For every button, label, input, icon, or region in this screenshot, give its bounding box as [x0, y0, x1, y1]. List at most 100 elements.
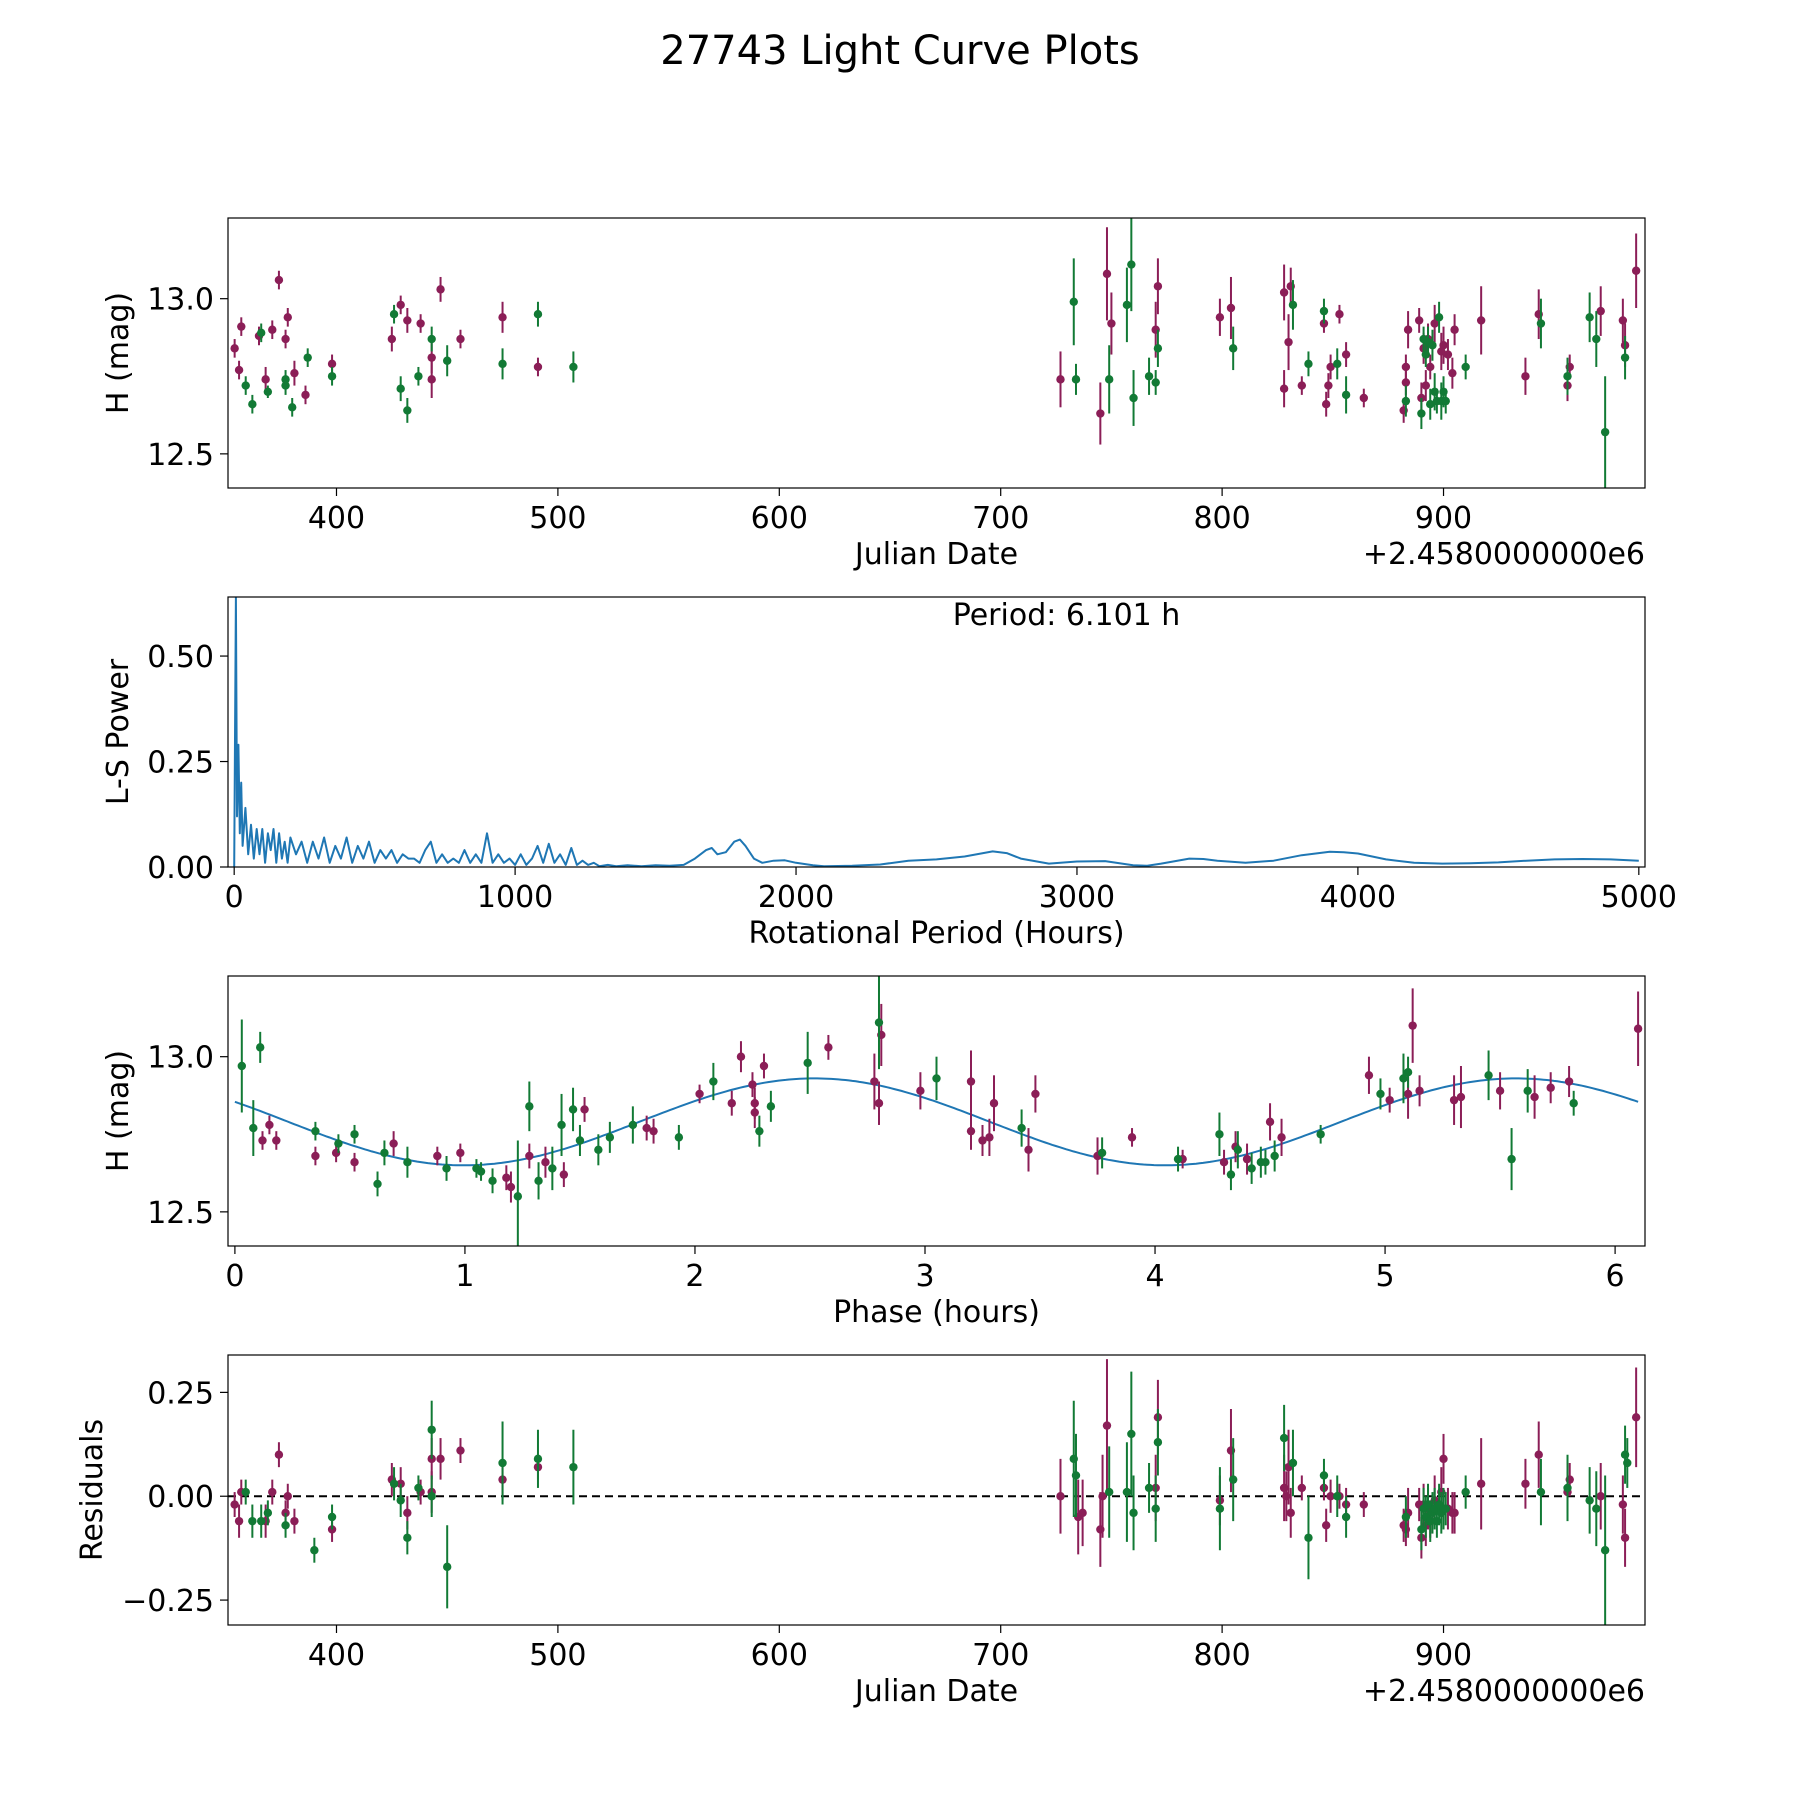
data-point-magenta	[1321, 400, 1331, 409]
data-point-green	[373, 1179, 382, 1189]
data-point-green	[533, 310, 543, 319]
x-tick-label: 600	[751, 501, 808, 536]
data-point-green	[414, 1483, 423, 1493]
data-point-magenta	[1456, 1092, 1466, 1102]
data-point-magenta	[1546, 1083, 1555, 1092]
data-point-magenta	[1476, 1479, 1486, 1488]
data-point-green	[1592, 1504, 1601, 1513]
data-point-green	[1129, 1508, 1138, 1518]
chart-panel-4: 400 500 600 700 800 900 −0.25 0.00 0.25 Julian Da…	[75, 1354, 1646, 1709]
data-point-magenta	[268, 1487, 277, 1497]
x-tick-label: 400	[308, 501, 365, 536]
chart-panel-3: 0 1 2 3 4 5 6 12.5 13.0 Phase (hours) H (mag)	[101, 975, 1646, 1330]
data-point-green	[310, 1546, 319, 1555]
data-point-magenta	[750, 1099, 759, 1108]
x-tick-label: 800	[1193, 501, 1250, 536]
data-point-green	[1153, 344, 1163, 353]
data-point-green	[1288, 1458, 1298, 1468]
power-line	[233, 597, 1639, 867]
data-point-magenta	[1439, 1454, 1448, 1464]
data-point-magenta	[1279, 384, 1289, 393]
data-point-magenta	[396, 300, 405, 310]
data-point-green	[334, 1139, 343, 1148]
data-point-green	[1600, 427, 1610, 437]
data-point-magenta	[456, 1148, 465, 1158]
data-point-green	[288, 403, 297, 412]
data-point-green	[1279, 1433, 1289, 1443]
data-point-green	[1069, 297, 1078, 306]
data-point-magenta	[498, 313, 507, 322]
data-point-magenta	[327, 1525, 337, 1534]
data-point-green	[1341, 1512, 1351, 1522]
x-tick-label: 900	[1415, 1638, 1472, 1673]
data-point-green	[1129, 393, 1138, 403]
data-point-green	[1461, 362, 1470, 372]
data-point-green	[674, 1133, 684, 1142]
data-point-green	[257, 328, 266, 338]
data-point-green	[403, 406, 412, 415]
data-point-green	[263, 387, 273, 396]
data-point-magenta	[1107, 319, 1116, 328]
data-point-green	[1151, 378, 1160, 387]
data-point-magenta	[1448, 368, 1457, 378]
data-point-green	[594, 1145, 603, 1154]
data-point-magenta	[1324, 381, 1333, 390]
x-offset-label: +2.4580000000e6	[1363, 1674, 1645, 1709]
data-point-magenta	[301, 390, 310, 400]
plot-area	[230, 218, 1641, 488]
chart-panel-1: 400 500 600 700 800 900 12.5 13.0 Julian Date H (…	[101, 217, 1646, 572]
data-point-green	[1569, 1099, 1578, 1108]
axes-frame	[227, 596, 1646, 868]
data-point-green	[932, 1074, 941, 1083]
data-point-green	[513, 1192, 523, 1201]
data-point-magenta	[1098, 1492, 1107, 1501]
data-point-green	[1215, 1130, 1224, 1139]
data-point-green	[427, 334, 436, 344]
data-point-green	[1233, 1145, 1243, 1154]
data-point-green	[263, 1508, 273, 1518]
y-axis-label: L-S Power	[101, 658, 136, 805]
data-point-magenta	[1564, 1077, 1574, 1086]
data-point-green	[311, 1126, 320, 1136]
data-point-magenta	[1596, 1492, 1605, 1501]
data-point-magenta	[695, 1089, 704, 1099]
y-axis-label: H (mag)	[101, 1050, 136, 1172]
data-point-magenta	[727, 1099, 736, 1108]
data-point-magenta	[1421, 381, 1431, 390]
data-point-magenta	[824, 1043, 833, 1052]
data-point-magenta	[1102, 269, 1112, 279]
data-point-magenta	[427, 375, 436, 384]
data-point-green	[557, 1120, 566, 1130]
x-tick-label: 900	[1415, 501, 1472, 536]
data-point-magenta	[1102, 1421, 1112, 1430]
data-point-green	[414, 372, 423, 381]
data-point-magenta	[1450, 1508, 1459, 1518]
data-point-magenta	[916, 1086, 925, 1096]
data-point-magenta	[1031, 1089, 1040, 1099]
data-point-magenta	[748, 1080, 757, 1089]
data-point-magenta	[1618, 316, 1628, 325]
data-point-green	[281, 375, 290, 384]
data-point-magenta	[1335, 310, 1344, 319]
data-point-magenta	[281, 334, 290, 344]
data-point-magenta	[1618, 1500, 1628, 1509]
data-point-magenta	[1215, 313, 1225, 322]
data-point-magenta	[736, 1052, 746, 1061]
y-tick-label: 13.0	[147, 283, 214, 318]
data-point-magenta	[1403, 1089, 1413, 1099]
data-point-green	[249, 1123, 258, 1133]
data-point-green	[766, 1102, 776, 1111]
data-point-magenta	[759, 1061, 769, 1071]
data-point-magenta	[272, 1136, 281, 1145]
data-point-green	[1153, 1438, 1163, 1447]
data-point-magenta	[1364, 1071, 1374, 1080]
x-tick-label: 6	[1606, 1259, 1625, 1294]
axes-frame	[227, 1354, 1646, 1626]
y-tick-label: 0.25	[147, 1376, 214, 1411]
data-point-magenta	[1153, 282, 1163, 291]
data-point-green	[427, 1492, 436, 1501]
data-point-magenta	[580, 1105, 589, 1114]
data-point-green	[1261, 1158, 1270, 1167]
data-point-magenta	[327, 359, 337, 369]
data-point-magenta	[1265, 1117, 1275, 1127]
